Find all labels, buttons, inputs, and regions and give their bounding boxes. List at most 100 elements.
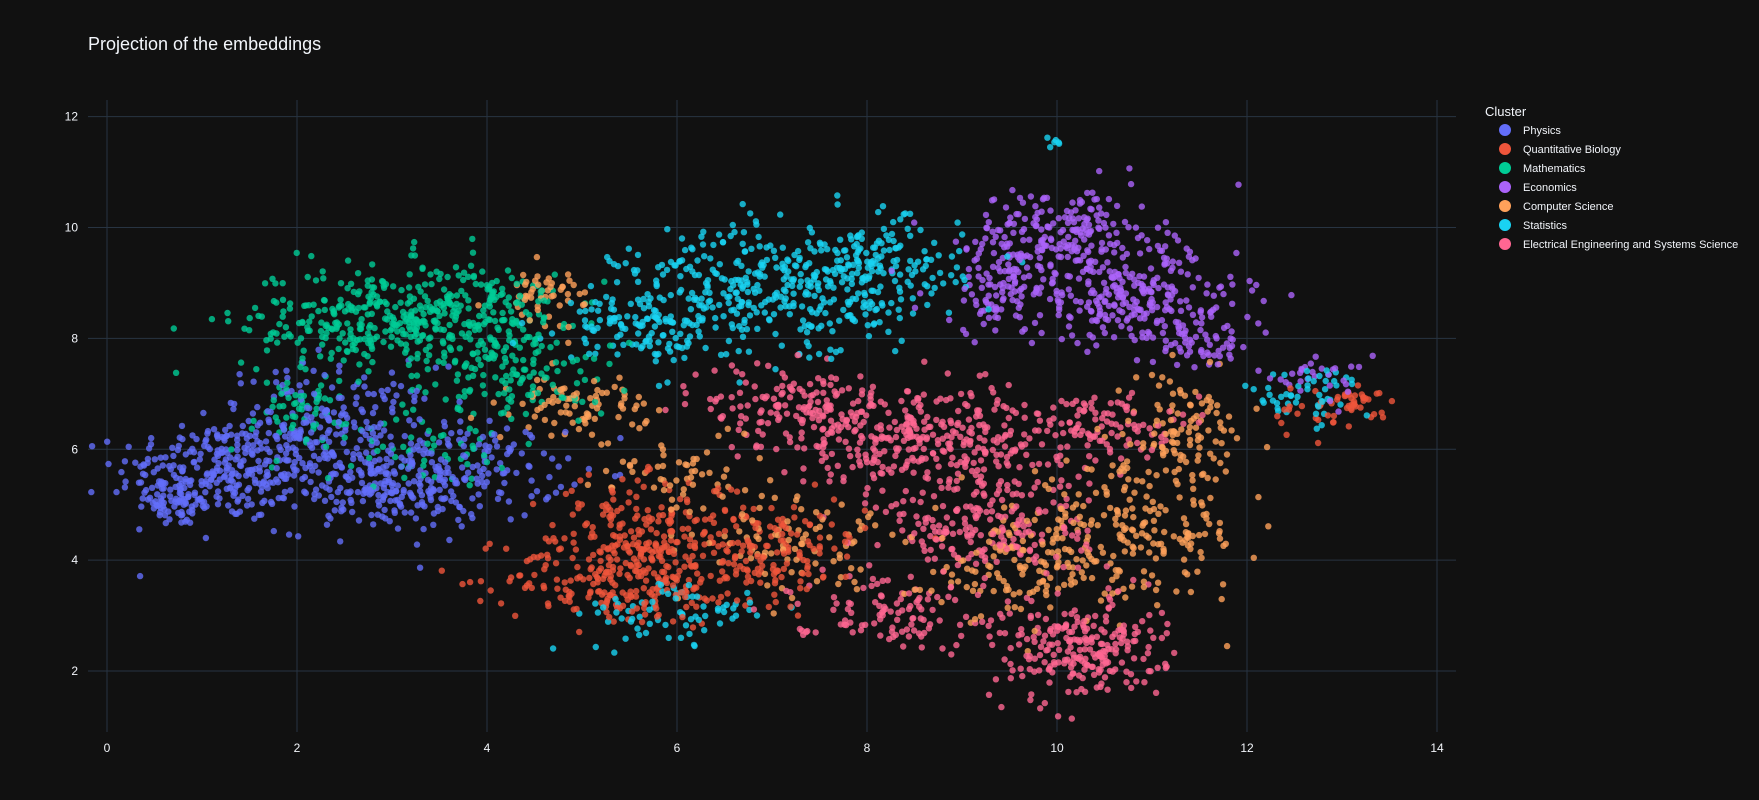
data-point xyxy=(1166,408,1173,415)
data-point xyxy=(996,629,1003,637)
data-point xyxy=(461,435,468,443)
data-point xyxy=(406,271,413,278)
data-point xyxy=(1033,222,1040,229)
data-point xyxy=(770,610,777,617)
data-point xyxy=(747,549,754,556)
data-point xyxy=(644,291,651,298)
data-point xyxy=(530,360,537,367)
data-point xyxy=(1084,465,1091,473)
data-point xyxy=(1125,224,1132,231)
data-point xyxy=(1043,570,1050,577)
data-point xyxy=(401,474,408,481)
data-point xyxy=(597,549,604,556)
data-point xyxy=(877,283,884,290)
data-point xyxy=(256,419,264,426)
data-point xyxy=(807,283,814,290)
data-point xyxy=(426,308,434,315)
data-point xyxy=(510,441,517,448)
data-point xyxy=(1123,250,1131,258)
data-point xyxy=(1029,461,1036,469)
data-point xyxy=(762,298,769,306)
data-point xyxy=(1190,497,1197,504)
data-point xyxy=(1061,545,1069,553)
data-point xyxy=(931,555,938,562)
data-point xyxy=(1064,253,1072,261)
data-point xyxy=(364,330,372,337)
data-point xyxy=(1073,654,1081,662)
data-point xyxy=(166,462,173,470)
data-point xyxy=(476,326,483,333)
data-point xyxy=(469,463,476,471)
data-point xyxy=(1060,563,1067,571)
data-point xyxy=(318,319,325,326)
data-point xyxy=(317,327,325,335)
data-point xyxy=(632,515,639,522)
data-point xyxy=(635,393,642,401)
data-point xyxy=(701,253,708,260)
data-point xyxy=(1278,419,1285,427)
data-point xyxy=(1168,438,1176,445)
data-point xyxy=(1023,652,1030,660)
data-point xyxy=(655,382,663,390)
data-point xyxy=(1185,304,1193,311)
data-point xyxy=(998,703,1005,711)
data-point xyxy=(641,420,649,427)
data-point xyxy=(1018,293,1025,300)
data-point xyxy=(753,309,760,316)
data-point xyxy=(633,493,640,500)
data-point xyxy=(477,597,484,605)
data-point xyxy=(237,458,244,466)
data-point xyxy=(771,580,779,587)
data-point xyxy=(633,505,640,513)
data-point xyxy=(1053,287,1060,295)
data-point xyxy=(739,542,747,549)
data-point xyxy=(728,443,735,451)
data-point xyxy=(613,279,621,286)
data-point xyxy=(1167,416,1175,424)
data-point xyxy=(272,280,279,287)
data-point xyxy=(783,410,791,417)
data-point xyxy=(884,577,891,584)
data-point xyxy=(1045,485,1052,493)
data-point xyxy=(707,534,714,541)
data-point xyxy=(838,279,846,286)
data-point xyxy=(509,352,516,359)
data-point xyxy=(588,306,595,313)
data-point xyxy=(1294,393,1301,400)
data-point xyxy=(387,433,394,440)
data-point xyxy=(370,423,378,431)
data-point xyxy=(1086,331,1093,339)
data-point xyxy=(1064,656,1071,663)
data-point xyxy=(788,569,795,576)
data-point xyxy=(1182,529,1190,536)
data-point xyxy=(562,586,569,593)
data-point xyxy=(524,293,531,300)
data-point xyxy=(985,219,992,226)
data-point xyxy=(313,405,320,412)
data-point xyxy=(1214,361,1222,368)
data-point xyxy=(1087,521,1095,528)
data-point xyxy=(1186,348,1194,355)
data-point xyxy=(272,368,279,376)
data-point xyxy=(474,462,481,469)
data-point xyxy=(1321,386,1329,393)
data-point xyxy=(921,358,928,365)
data-point xyxy=(1155,382,1163,389)
data-point xyxy=(646,465,653,473)
data-point xyxy=(1001,233,1008,241)
data-point xyxy=(270,297,278,305)
data-point xyxy=(961,520,969,527)
data-point xyxy=(1181,569,1189,576)
data-point xyxy=(986,633,993,640)
data-point xyxy=(458,523,465,530)
data-point xyxy=(1205,351,1213,359)
data-point xyxy=(518,301,525,308)
data-point xyxy=(778,573,785,581)
data-point xyxy=(226,454,234,461)
data-point xyxy=(264,484,271,492)
data-point xyxy=(910,399,917,406)
data-point xyxy=(498,464,505,472)
data-point xyxy=(338,302,345,309)
data-point xyxy=(594,343,601,350)
data-point xyxy=(1103,441,1111,448)
